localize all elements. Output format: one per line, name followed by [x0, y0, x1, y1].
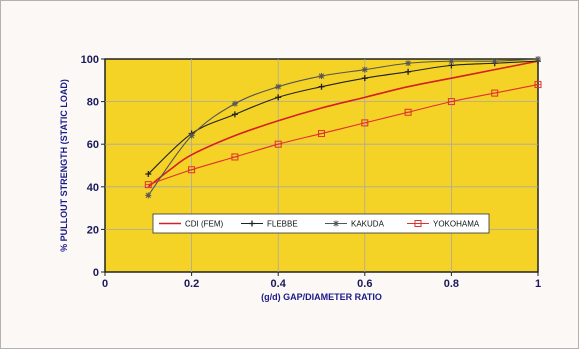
data-point-flebbe: [318, 83, 325, 90]
y-tick-label: 80: [87, 97, 99, 109]
series-line-yokohama: [148, 84, 539, 186]
data-point-flebbe: [145, 171, 152, 178]
series-yokohama: [144, 81, 542, 189]
x-tick-label: 0.2: [184, 278, 199, 290]
legend-marker-flebbe: [249, 220, 255, 227]
x-tick-label: 1: [535, 278, 541, 290]
data-point-kakuda: [145, 192, 152, 199]
y-axis-title: % PULLOUT STRENGTH (STATIC LOAD): [59, 79, 69, 252]
data-point-kakuda: [275, 83, 282, 90]
data-point-flebbe: [231, 111, 238, 118]
legend-box: [152, 213, 490, 234]
data-point-kakuda: [448, 58, 455, 65]
series-line-flebbe: [147, 60, 539, 175]
data-point-kakuda: [188, 132, 195, 139]
data-point-flebbe: [405, 68, 412, 75]
data-point-kakuda: [231, 100, 238, 107]
series-line-kakuda: [147, 58, 539, 196]
legend-label-yokohama: YOKOHAMA: [433, 220, 480, 229]
legend-label-kakuda: KAKUDA: [351, 220, 385, 229]
legend-label-flebbe: FLEBBE: [267, 220, 298, 229]
x-tick-label: 0: [102, 278, 108, 290]
series-kakuda: [145, 56, 541, 199]
y-tick-label: 40: [87, 182, 99, 194]
y-tick-label: 100: [81, 54, 99, 66]
y-tick-label: 60: [87, 139, 99, 151]
data-point-kakuda: [491, 58, 498, 65]
data-point-flebbe: [275, 94, 282, 101]
x-tick-label: 0.6: [357, 278, 372, 290]
data-point-flebbe: [361, 75, 368, 82]
data-point-kakuda: [361, 66, 368, 73]
legend: CDI (FEM) FLEBBE KAKUDA YOKOHAMA: [152, 213, 490, 234]
y-tick-label: 0: [93, 267, 99, 279]
x-tick-label: 0.4: [271, 278, 287, 290]
series-line-cdi-fem: [147, 60, 539, 188]
series-cdi-fem: [147, 60, 539, 188]
series-layer: [144, 56, 542, 199]
legend-label-cdi-fem: CDI (FEM): [185, 220, 224, 229]
data-point-kakuda: [318, 73, 325, 80]
data-point-kakuda: [405, 60, 412, 67]
plot-area: [104, 58, 539, 273]
x-axis-title: (g/d) GAP/DIAMETER RATIO: [261, 292, 382, 302]
data-point-kakuda: [535, 56, 541, 62]
y-tick-label: 20: [87, 224, 99, 236]
axes: 0 0.2 0.4 0.6 0.8 1 0 20 40 60 80 100: [81, 54, 541, 290]
x-tick-label: 0.8: [444, 278, 459, 290]
legend-marker-kakuda: [333, 220, 339, 227]
